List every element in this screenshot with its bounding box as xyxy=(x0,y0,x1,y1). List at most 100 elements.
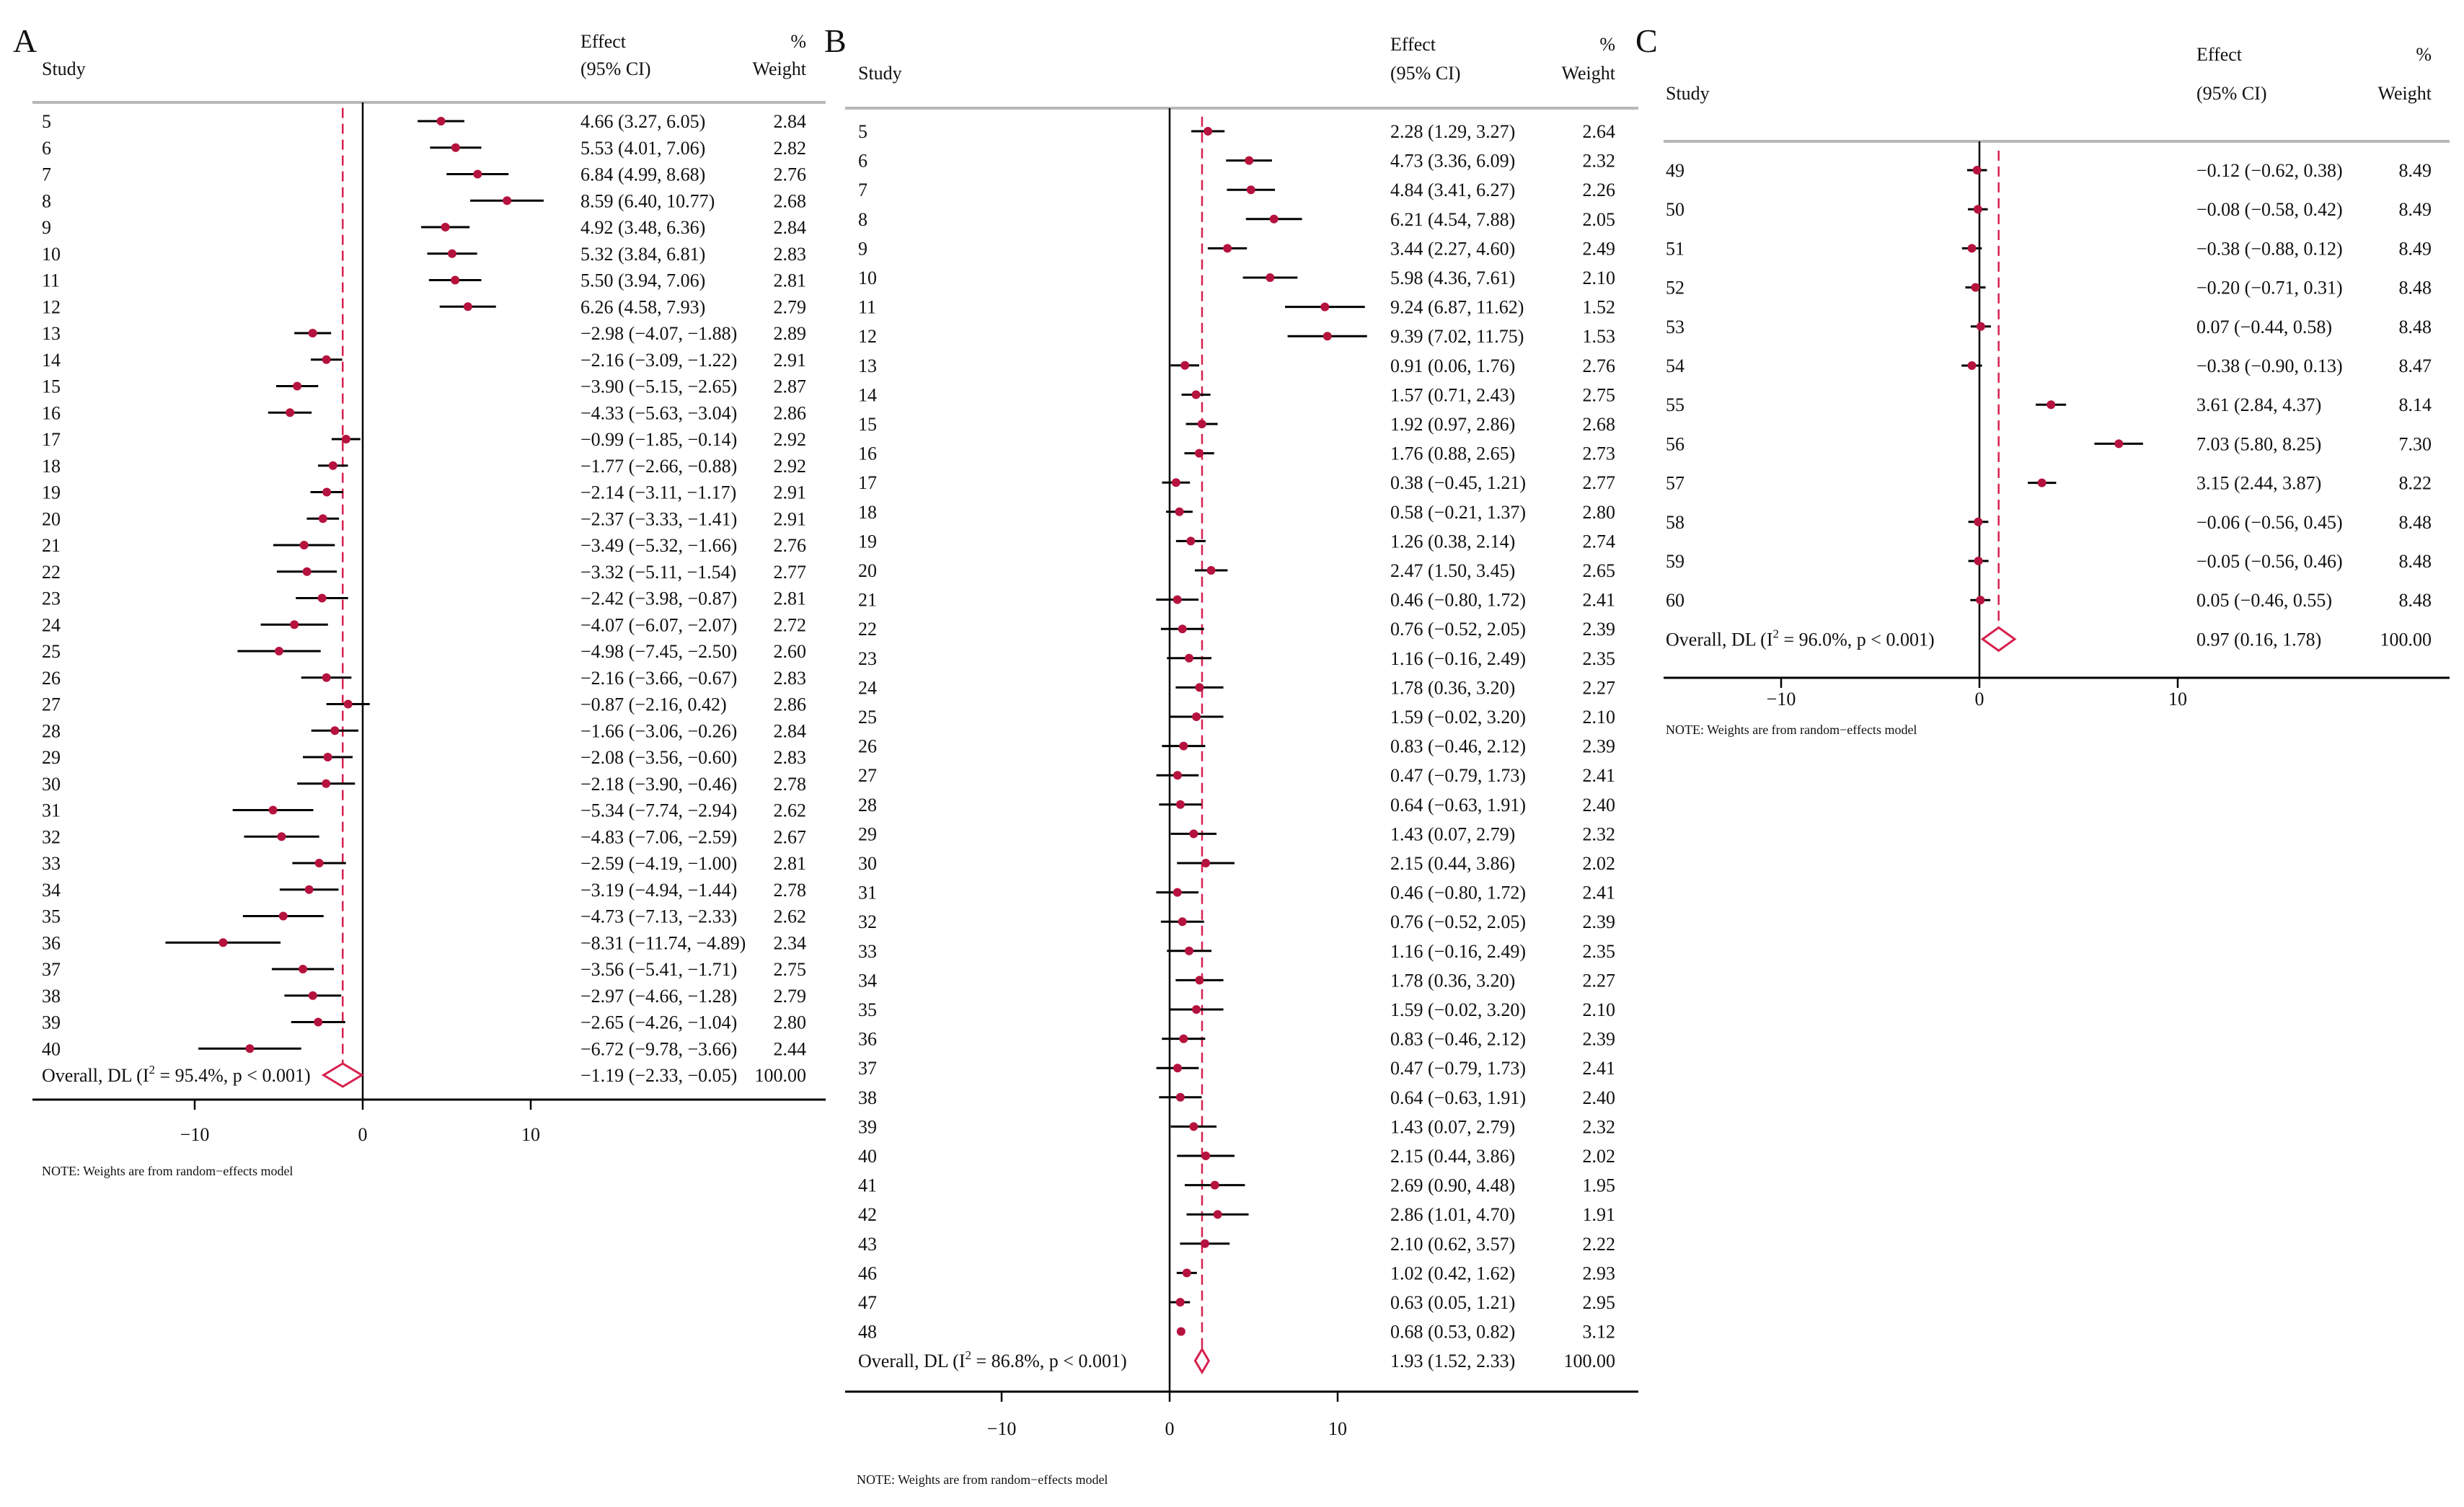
study-label: 5 xyxy=(858,121,867,142)
study-label: 40 xyxy=(42,1038,61,1059)
effect-ci-text: 3.15 (2.44, 3.87) xyxy=(2196,473,2321,494)
study-row: 12 9.39 (7.02, 11.75) 1.53 xyxy=(858,326,1615,347)
point-estimate xyxy=(1195,976,1204,985)
effect-ci-text: 3.44 (2.27, 4.60) xyxy=(1390,238,1515,259)
study-label: 43 xyxy=(858,1234,877,1255)
effect-ci-text: −3.49 (−5.32, −1.66) xyxy=(580,535,737,556)
study-label: 59 xyxy=(1666,551,1684,572)
weight-text: 2.40 xyxy=(1583,1087,1616,1108)
overall-weight-text: 100.00 xyxy=(755,1065,807,1086)
pooled-diamond xyxy=(321,1062,364,1088)
overall-label-sup: 2 xyxy=(149,1063,155,1077)
weight-text: 2.76 xyxy=(774,535,807,556)
point-estimate xyxy=(1223,244,1232,253)
header-pct: % xyxy=(790,31,806,52)
weight-text: 2.27 xyxy=(1583,677,1616,698)
study-row: 19 1.26 (0.38, 2.14) 2.74 xyxy=(858,531,1615,552)
effect-ci-text: 0.46 (−0.80, 1.72) xyxy=(1390,883,1526,903)
point-estimate xyxy=(299,541,309,549)
point-estimate xyxy=(1972,166,1982,174)
weight-text: 2.62 xyxy=(774,906,807,927)
study-row: 48 0.68 (0.53, 0.82) 3.12 xyxy=(858,1322,1615,1343)
effect-ci-text: −2.14 (−3.11, −1.17) xyxy=(580,482,736,503)
study-row: 14 1.57 (0.71, 2.43) 2.75 xyxy=(858,384,1615,405)
study-label: 28 xyxy=(42,720,61,741)
weight-text: 2.05 xyxy=(1583,209,1616,230)
study-row: 26 −2.16 (−3.66, −0.67) 2.83 xyxy=(42,668,806,689)
study-label: 21 xyxy=(858,590,877,611)
study-row: 8 6.21 (4.54, 7.88) 2.05 xyxy=(858,209,1615,230)
study-label: 58 xyxy=(1666,512,1684,533)
x-tick-label: 0 xyxy=(1975,689,1984,710)
point-estimate xyxy=(1246,185,1255,195)
weight-text: 2.68 xyxy=(774,190,807,211)
weight-text: 2.77 xyxy=(1583,472,1616,493)
study-label: 14 xyxy=(858,384,877,405)
overall-label-tail: = 96.0%, p < 0.001) xyxy=(1779,629,1935,650)
point-estimate xyxy=(299,965,308,973)
effect-ci-text: 2.10 (0.62, 3.57) xyxy=(1390,1234,1515,1255)
point-estimate xyxy=(317,593,327,603)
point-estimate xyxy=(322,355,331,364)
study-row: 41 2.69 (0.90, 4.48) 1.95 xyxy=(858,1175,1615,1196)
study-row: 14 −2.16 (−3.09, −1.22) 2.91 xyxy=(42,350,806,371)
effect-ci-text: −0.06 (−0.56, 0.45) xyxy=(2196,512,2343,533)
study-label: 47 xyxy=(858,1292,877,1313)
study-row: 51 −0.38 (−0.88, 0.12) 8.49 xyxy=(1666,238,2432,259)
study-label: 13 xyxy=(858,355,877,376)
point-estimate xyxy=(1189,829,1198,839)
study-row: 33 −2.59 (−4.19, −1.00) 2.81 xyxy=(42,853,806,874)
study-row: 56 7.03 (5.80, 8.25) 7.30 xyxy=(1666,433,2432,454)
effect-ci-text: 6.21 (4.54, 7.88) xyxy=(1390,209,1515,230)
study-row: 53 0.07 (−0.44, 0.58) 8.48 xyxy=(1666,317,2432,337)
effect-ci-text: 0.83 (−0.46, 2.12) xyxy=(1390,1029,1526,1050)
study-row: 40 −6.72 (−9.78, −3.66) 2.44 xyxy=(42,1038,806,1059)
effect-ci-text: 2.47 (1.50, 3.45) xyxy=(1390,560,1515,581)
panel-letter: A xyxy=(13,22,37,59)
overall-weight-text: 100.00 xyxy=(1564,1351,1616,1371)
weight-text: 2.64 xyxy=(1583,121,1616,142)
weight-text: 2.95 xyxy=(1583,1292,1616,1313)
overall-label-tail: = 95.4%, p < 0.001) xyxy=(155,1065,311,1086)
study-row: 50 −0.08 (−0.58, 0.42) 8.49 xyxy=(1666,199,2432,220)
point-estimate xyxy=(1179,741,1188,751)
effect-ci-text: 0.46 (−0.80, 1.72) xyxy=(1390,590,1526,611)
study-label: 42 xyxy=(858,1204,877,1225)
study-row: 58 −0.06 (−0.56, 0.45) 8.48 xyxy=(1666,512,2432,533)
panel-letter: C xyxy=(1635,22,1658,59)
point-estimate xyxy=(314,1017,323,1027)
effect-ci-text: −4.98 (−7.45, −2.50) xyxy=(580,641,737,662)
point-estimate xyxy=(1175,1092,1185,1102)
weight-text: 2.44 xyxy=(774,1038,807,1059)
weight-text: 2.79 xyxy=(774,296,807,317)
effect-ci-text: 0.83 (−0.46, 2.12) xyxy=(1390,736,1526,757)
weight-text: 8.14 xyxy=(2399,394,2432,415)
study-row: 32 0.76 (−0.52, 2.05) 2.39 xyxy=(858,911,1615,932)
effect-ci-text: −3.56 (−5.41, −1.71) xyxy=(580,959,737,980)
weight-text: 2.49 xyxy=(1583,238,1616,259)
effect-ci-text: 2.28 (1.29, 3.27) xyxy=(1390,121,1515,142)
weight-text: 2.91 xyxy=(774,482,807,503)
point-estimate xyxy=(1967,361,1977,370)
weight-text: 2.91 xyxy=(774,350,807,371)
point-estimate xyxy=(2046,400,2056,410)
study-row: 38 0.64 (−0.63, 1.91) 2.40 xyxy=(858,1087,1615,1108)
effect-ci-text: 6.84 (4.99, 8.68) xyxy=(580,164,705,185)
effect-ci-text: 5.98 (4.36, 7.61) xyxy=(1390,268,1515,288)
study-label: 46 xyxy=(858,1263,877,1283)
study-label: 6 xyxy=(858,151,867,172)
point-estimate xyxy=(323,753,332,761)
study-row: 9 3.44 (2.27, 4.60) 2.49 xyxy=(858,238,1615,259)
study-row: 39 −2.65 (−4.26, −1.04) 2.80 xyxy=(42,1012,806,1033)
study-label: 17 xyxy=(858,472,877,493)
x-tick-label: 0 xyxy=(358,1124,368,1145)
effect-ci-text: −4.33 (−5.63, −3.04) xyxy=(580,402,737,423)
weight-text: 2.35 xyxy=(1583,941,1616,962)
effect-ci-text: 0.07 (−0.44, 0.58) xyxy=(2196,317,2332,337)
effect-ci-text: 1.26 (0.38, 2.14) xyxy=(1390,531,1515,552)
header-ci: (95% CI) xyxy=(2196,83,2266,104)
study-row: 20 −2.37 (−3.33, −1.41) 2.91 xyxy=(42,508,806,529)
study-label: 56 xyxy=(1666,433,1684,454)
weight-text: 8.22 xyxy=(2399,473,2432,494)
header-pct: % xyxy=(2416,44,2432,65)
